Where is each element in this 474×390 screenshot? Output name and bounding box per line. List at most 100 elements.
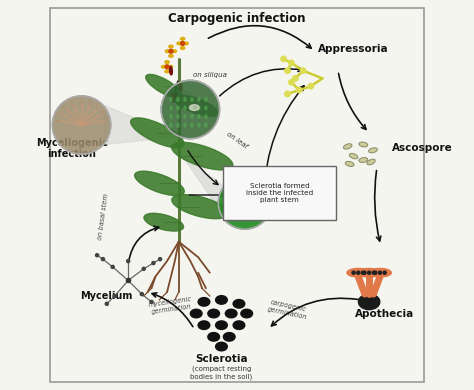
Circle shape (161, 80, 219, 139)
Ellipse shape (184, 123, 186, 127)
Text: Sclerotia: Sclerotia (195, 354, 248, 364)
Ellipse shape (162, 66, 166, 68)
Ellipse shape (223, 333, 235, 341)
Ellipse shape (168, 66, 173, 68)
Ellipse shape (198, 98, 200, 101)
Ellipse shape (346, 161, 354, 167)
Ellipse shape (191, 309, 202, 318)
Ellipse shape (225, 309, 237, 318)
Circle shape (367, 271, 371, 274)
Ellipse shape (135, 171, 184, 195)
Circle shape (352, 271, 355, 274)
Circle shape (372, 271, 375, 274)
Ellipse shape (359, 158, 368, 163)
Text: Mycelium: Mycelium (80, 291, 132, 301)
Ellipse shape (165, 70, 169, 73)
Ellipse shape (131, 118, 184, 148)
Circle shape (158, 257, 162, 261)
Ellipse shape (205, 123, 207, 127)
Ellipse shape (146, 74, 182, 98)
Circle shape (374, 271, 377, 274)
Ellipse shape (281, 57, 286, 60)
Ellipse shape (165, 61, 169, 64)
Circle shape (111, 265, 114, 268)
Text: Carpogenic infection: Carpogenic infection (168, 12, 306, 25)
Ellipse shape (233, 321, 245, 330)
Ellipse shape (367, 159, 375, 165)
Ellipse shape (170, 106, 172, 110)
Ellipse shape (245, 204, 253, 209)
Ellipse shape (205, 115, 207, 119)
Ellipse shape (198, 106, 200, 110)
Ellipse shape (169, 55, 173, 57)
Ellipse shape (184, 106, 186, 110)
Ellipse shape (177, 123, 179, 127)
Circle shape (296, 87, 302, 93)
Ellipse shape (198, 298, 210, 306)
Circle shape (285, 91, 290, 97)
Ellipse shape (216, 321, 228, 330)
Circle shape (361, 271, 365, 274)
FancyBboxPatch shape (223, 166, 336, 220)
Circle shape (378, 271, 382, 274)
Ellipse shape (169, 45, 173, 48)
Circle shape (169, 49, 173, 53)
Ellipse shape (241, 309, 253, 318)
Circle shape (165, 65, 169, 69)
FancyBboxPatch shape (50, 9, 424, 381)
Circle shape (105, 302, 109, 305)
Circle shape (357, 271, 360, 274)
Text: on leaf: on leaf (226, 131, 248, 150)
Ellipse shape (184, 42, 188, 45)
Ellipse shape (184, 115, 186, 119)
Text: Apothecia: Apothecia (355, 308, 414, 319)
Polygon shape (182, 156, 225, 218)
Ellipse shape (177, 106, 179, 110)
Ellipse shape (347, 268, 370, 277)
Ellipse shape (233, 300, 245, 308)
Circle shape (285, 68, 290, 73)
Circle shape (308, 83, 314, 89)
Polygon shape (105, 106, 179, 144)
Ellipse shape (181, 47, 185, 50)
Text: (compact resting
bodies in the soil): (compact resting bodies in the soil) (191, 366, 253, 380)
Circle shape (140, 292, 143, 296)
Circle shape (289, 60, 294, 66)
Ellipse shape (198, 115, 200, 119)
Circle shape (181, 41, 184, 45)
Circle shape (127, 259, 130, 262)
Ellipse shape (358, 294, 380, 310)
Text: on siliqua: on siliqua (193, 71, 227, 78)
Text: Ascospore: Ascospore (392, 144, 453, 153)
Text: Sclerotia formed
inside the infected
plant stem: Sclerotia formed inside the infected pla… (246, 183, 313, 203)
Ellipse shape (198, 123, 200, 127)
Text: Appressoria: Appressoria (318, 44, 389, 54)
Ellipse shape (174, 95, 218, 116)
Ellipse shape (285, 69, 290, 72)
Ellipse shape (198, 321, 210, 330)
Ellipse shape (191, 123, 193, 127)
Circle shape (96, 254, 99, 257)
Ellipse shape (170, 123, 172, 127)
Ellipse shape (349, 154, 358, 159)
Circle shape (142, 267, 146, 270)
Ellipse shape (208, 309, 219, 318)
Ellipse shape (191, 98, 193, 101)
Ellipse shape (181, 37, 185, 40)
Ellipse shape (344, 144, 352, 149)
Circle shape (53, 96, 111, 154)
Ellipse shape (170, 115, 172, 119)
Text: Myceliogenic
infection: Myceliogenic infection (36, 138, 108, 159)
Ellipse shape (190, 105, 199, 110)
Circle shape (301, 68, 306, 73)
Ellipse shape (170, 66, 173, 75)
Ellipse shape (179, 82, 182, 90)
Ellipse shape (191, 115, 193, 119)
Ellipse shape (358, 268, 381, 277)
Circle shape (383, 271, 386, 274)
Circle shape (152, 261, 155, 264)
Circle shape (219, 176, 271, 229)
Circle shape (363, 271, 366, 274)
Ellipse shape (172, 50, 177, 53)
Ellipse shape (172, 195, 228, 219)
